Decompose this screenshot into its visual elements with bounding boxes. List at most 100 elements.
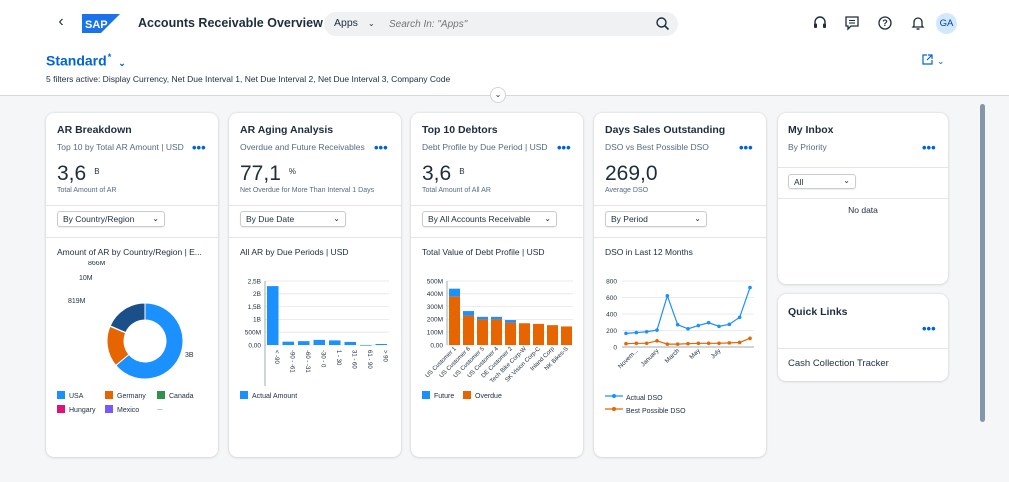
kpi-number: 3,6	[57, 162, 87, 185]
user-avatar[interactable]: GA	[936, 13, 957, 34]
x-tick-label: Novem...	[617, 347, 640, 370]
more-icon[interactable]: •••	[922, 140, 936, 155]
search-icon[interactable]	[654, 15, 672, 33]
scrollbar[interactable]	[980, 104, 985, 422]
legend-item[interactable]: Canada	[157, 391, 194, 400]
divider	[594, 237, 766, 238]
chevron-down-icon: ⌄	[694, 214, 701, 223]
data-point	[696, 323, 701, 328]
legend-more[interactable]: ...	[157, 405, 163, 412]
dropdown-label: By Country/Region	[63, 214, 135, 224]
search-input[interactable]	[389, 14, 639, 34]
card-subtitle: DSO vs Best Possible DSO	[605, 142, 709, 152]
filters-summary: 5 filters active: Display Currency, Net …	[46, 74, 451, 84]
data-point	[737, 340, 742, 345]
data-point	[727, 341, 732, 345]
divider	[411, 237, 583, 238]
x-tick-label: -60 - -31	[304, 350, 310, 373]
bar-future	[463, 311, 474, 316]
legend-swatch	[57, 391, 65, 399]
app-title-text: Accounts Receivable Overview	[138, 16, 323, 30]
collapse-header-button[interactable]: ⌄	[490, 87, 506, 103]
data-point	[665, 294, 670, 298]
headset-icon[interactable]	[811, 14, 829, 32]
more-icon[interactable]: •••	[374, 140, 388, 155]
view-dropdown[interactable]: By All Accounts Receivable ⌄	[422, 211, 557, 227]
kpi-value: 269,0	[605, 162, 658, 186]
bar-chart[interactable]: 2,5B 2B 1,5B 1B 500M 0,00 < -90 -90 - -61 -60 - …	[229, 261, 401, 386]
bar-overdue	[463, 315, 474, 345]
more-icon[interactable]: •••	[557, 140, 571, 155]
legend-item[interactable]: Overdue	[463, 391, 502, 400]
legend-label: Overdue	[475, 393, 502, 400]
legend-item[interactable]: Germany	[105, 391, 146, 400]
feedback-icon[interactable]	[843, 14, 861, 32]
kpi-value: 3,6 B	[422, 162, 465, 186]
card-subtitle: Debt Profile by Due Period | USD	[422, 142, 548, 152]
x-tick-label: > 90	[381, 350, 387, 363]
card-my-inbox: My Inbox By Priority ••• All ⌄ No data	[778, 113, 948, 284]
view-dropdown[interactable]: By Country/Region ⌄	[57, 211, 165, 227]
notification-bell-icon[interactable]	[909, 14, 927, 32]
y-tick-label: 0,00	[430, 342, 443, 349]
variant-modified-marker: *	[107, 52, 112, 62]
line-chart[interactable]: 800 600 400 200 0 Novem... January March May July	[594, 261, 766, 386]
card-title[interactable]: Days Sales Outstanding	[605, 124, 726, 136]
search-scope-select[interactable]: Apps ⌄	[334, 17, 375, 29]
card-title[interactable]: My Inbox	[788, 124, 834, 136]
y-tick-label: 200M	[427, 317, 443, 324]
legend-item[interactable]: Best Possible DSO	[605, 405, 686, 415]
x-tick-label: -90 - -61	[288, 350, 294, 373]
help-icon[interactable]: ?	[876, 14, 894, 32]
divider	[594, 205, 766, 206]
kpi-label: Net Overdue for More Than Interval 1 Day…	[240, 187, 375, 194]
more-icon[interactable]: •••	[192, 140, 206, 155]
legend-item[interactable]: Hungary	[57, 405, 95, 414]
back-button[interactable]: ‹	[58, 13, 64, 30]
y-tick-label: 300M	[427, 304, 443, 311]
legend-item[interactable]: USA	[57, 391, 83, 400]
chart-title: DSO in Last 12 Months	[605, 247, 693, 257]
card-title[interactable]: AR Aging Analysis	[240, 124, 334, 136]
card-title[interactable]: Top 10 Debtors	[422, 124, 498, 136]
kpi-label: Total Amount of All AR	[422, 187, 491, 194]
app-title-menu[interactable]: Accounts Receivable Overview⌄	[138, 16, 335, 30]
legend-label: Hungary	[69, 407, 96, 414]
data-point	[665, 342, 670, 346]
donut-chart[interactable]: 3B 819M 10M 866M	[46, 261, 218, 381]
x-tick-label: -30 - 0	[319, 350, 325, 368]
data-point	[748, 285, 752, 290]
more-icon[interactable]: •••	[922, 321, 936, 336]
data-point	[717, 341, 721, 346]
svg-text:?: ?	[882, 18, 888, 28]
x-tick-label: < -90	[273, 350, 279, 365]
y-tick-label: 500M	[427, 278, 443, 285]
variant-selector[interactable]: Standard* ⌄	[46, 52, 126, 69]
share-button[interactable]: ⌄	[922, 54, 945, 67]
view-dropdown[interactable]: By Due Date ⌄	[240, 211, 346, 227]
view-dropdown[interactable]: By Period ⌄	[605, 211, 707, 227]
more-icon[interactable]: •••	[739, 140, 753, 155]
legend-label: Canada	[169, 393, 194, 400]
legend-item[interactable]: Actual DSO	[605, 392, 663, 402]
card-top-debtors: Top 10 Debtors Debt Profile by Due Perio…	[411, 113, 583, 457]
legend-item[interactable]: Actual Amount	[240, 391, 297, 400]
sap-logo-text: SAP	[85, 19, 108, 31]
quick-link-cash-collection-tracker[interactable]: Cash Collection Tracker	[788, 358, 889, 369]
kpi-number: 3,6	[422, 162, 452, 185]
legend-item[interactable]: Future	[422, 391, 454, 400]
card-dso: Days Sales Outstanding DSO vs Best Possi…	[594, 113, 766, 457]
legend-swatch	[105, 391, 113, 399]
card-title[interactable]: AR Breakdown	[57, 124, 132, 136]
legend-label: Actual DSO	[626, 395, 663, 402]
donut-data-label: 3B	[185, 352, 194, 359]
search-scope-label: Apps	[334, 17, 358, 29]
legend-item[interactable]: Mexico	[105, 405, 139, 414]
chart-title: Amount of AR by Country/Region | E...	[57, 247, 202, 257]
sap-logo[interactable]: SAP	[82, 14, 120, 33]
inbox-filter-dropdown[interactable]: All ⌄	[788, 174, 856, 189]
y-tick-label: 2B	[253, 291, 261, 298]
card-subtitle: Overdue and Future Receivables	[240, 142, 365, 152]
card-title[interactable]: Quick Links	[788, 306, 848, 318]
